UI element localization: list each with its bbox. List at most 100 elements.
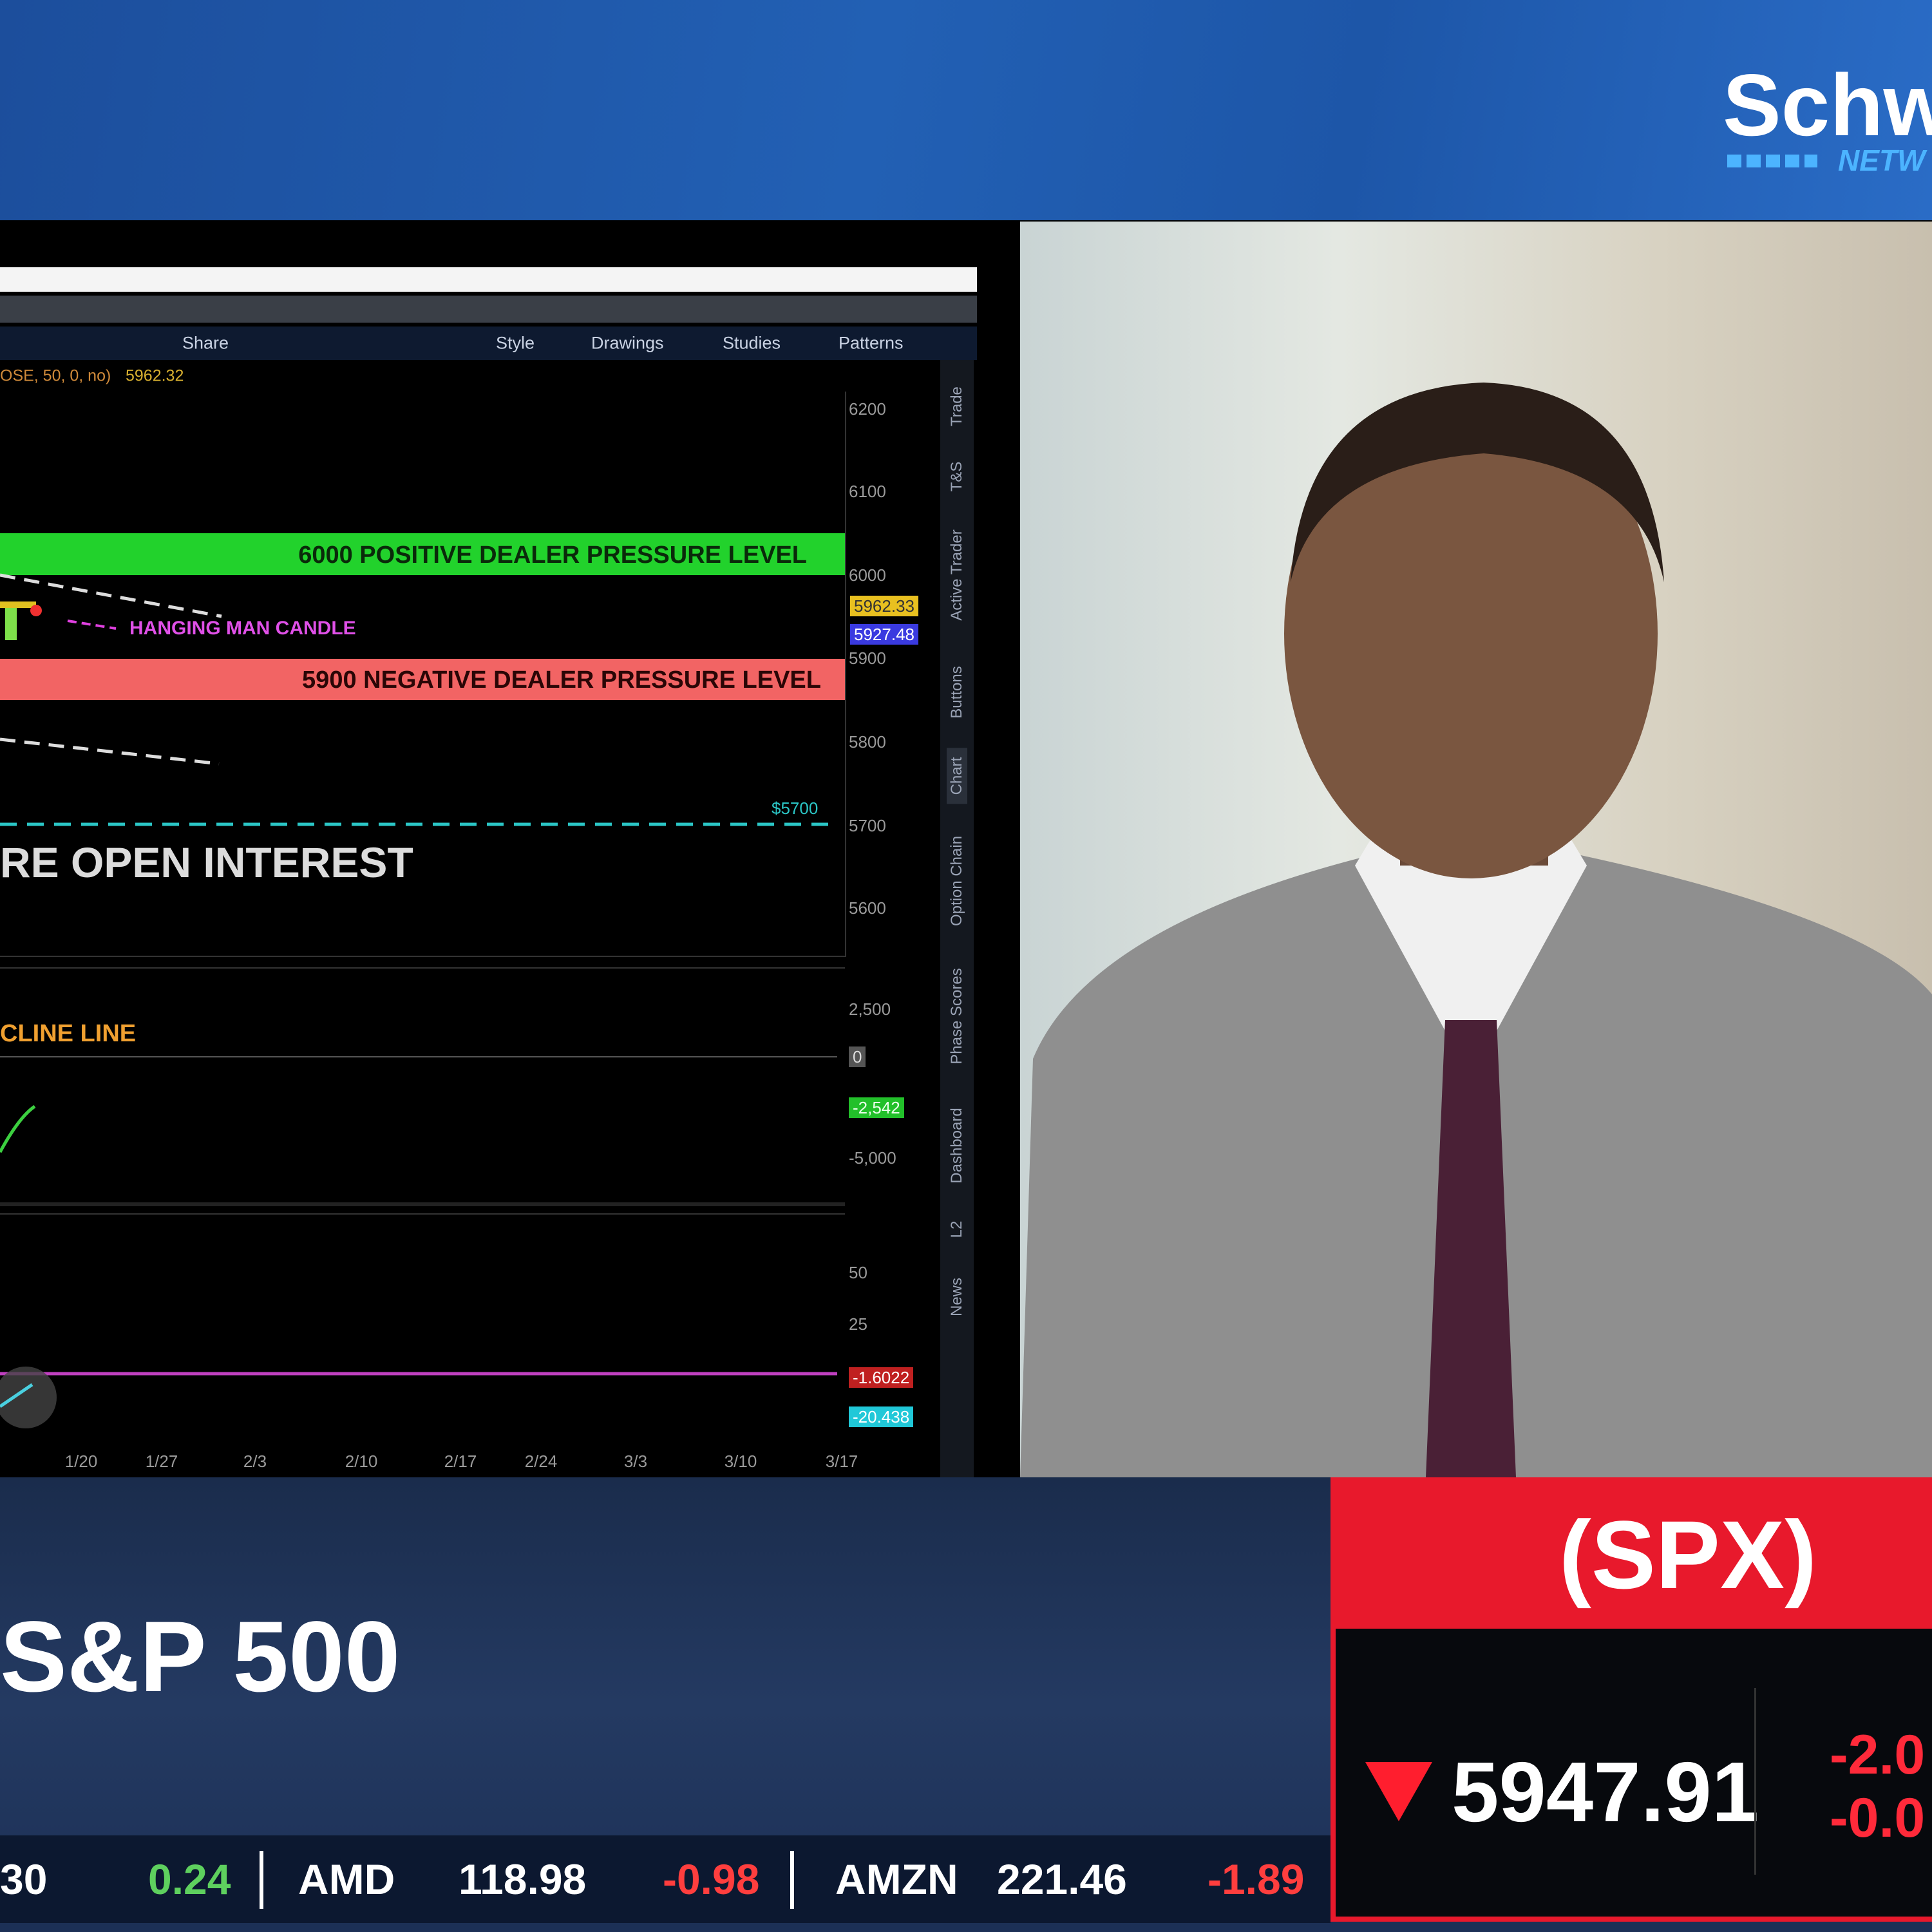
date-label: 2/17: [444, 1452, 477, 1471]
negative-level-label: 5900 NEGATIVE DEALER PRESSURE LEVEL: [302, 667, 821, 694]
panel-axis-tag: -20.438: [849, 1406, 914, 1427]
chart-drawings: [0, 573, 837, 1428]
side-tab[interactable]: News: [948, 1277, 965, 1317]
quote-box: (SPX) 5947.91 -2.0 -0.0: [1331, 1477, 1932, 1922]
date-label: 1/27: [145, 1452, 178, 1471]
indicator-panel: [0, 967, 845, 1206]
side-tab[interactable]: L2: [948, 1220, 965, 1238]
positive-level-band: [0, 533, 845, 575]
chart-area: [0, 392, 846, 957]
date-label: 1/20: [64, 1452, 98, 1471]
indicator-line: [0, 1383, 33, 1408]
level-tag: $5700: [772, 799, 819, 818]
indicator-panel: [0, 1213, 845, 1449]
head: [1284, 389, 1658, 878]
ticker-change: -0.98: [663, 1855, 760, 1903]
panel-axis-label: 2,500: [849, 999, 891, 1019]
ticker-value: 221.46: [997, 1855, 1127, 1903]
toolbar-button[interactable]: Style: [496, 333, 535, 353]
side-tab[interactable]: Chart: [947, 748, 967, 804]
toolbar-button[interactable]: Studies: [723, 333, 781, 353]
date-label: 2/24: [524, 1452, 558, 1471]
indicator-line: [0, 1104, 36, 1153]
date-label: 2/3: [243, 1452, 267, 1471]
quote-divider: [1754, 1688, 1756, 1875]
ticker-change: 0.24: [148, 1855, 231, 1903]
ticker-change: -1.89: [1208, 1855, 1305, 1903]
date-label: 3/17: [825, 1452, 858, 1471]
panel-axis-label: 50: [849, 1263, 867, 1282]
logo-sub: NETW: [1838, 144, 1926, 177]
price-axis-label: 6000: [849, 565, 886, 585]
quote-change-pct: -0.0: [1830, 1787, 1926, 1849]
trend-line: [0, 573, 222, 618]
lower-third: S&P 500 30 0.24 AMD 118.98 -0.98 AMZN 22…: [0, 1477, 1932, 1932]
toolbar-button[interactable]: Share: [182, 333, 229, 353]
tie: [1426, 1020, 1516, 1477]
side-tab[interactable]: Buttons: [948, 666, 965, 719]
panel-axis-tag: -2,542: [849, 1097, 904, 1118]
price-axis-label: 6100: [849, 482, 886, 501]
decline-line-label: CLINE LINE: [0, 1020, 137, 1047]
candle: [0, 601, 36, 608]
ticker-divider: [790, 1851, 794, 1909]
ticker-symbol: AMD: [298, 1855, 395, 1903]
trend-line: [0, 737, 220, 766]
price-axis-label: 5900: [849, 649, 886, 668]
study-label: OSE, 50, 0, no): [0, 366, 111, 385]
logo: Schw: [1723, 56, 1932, 154]
toolbar: Share Style Drawings Studies Patterns: [0, 327, 977, 360]
side-tab[interactable]: Trade: [948, 386, 965, 426]
side-tab[interactable]: Option Chain: [948, 835, 965, 927]
title-bar: [0, 267, 977, 292]
hanging-man-label: HANGING MAN CANDLE: [129, 618, 356, 639]
logo-bars: [1727, 155, 1817, 167]
negative-level-band: [0, 659, 845, 700]
candle-marker: [30, 605, 42, 616]
quote-symbol: (SPX): [1558, 1501, 1817, 1609]
toolbar-button[interactable]: Patterns: [838, 333, 904, 353]
date-label: 3/3: [623, 1452, 648, 1471]
shirt: [1355, 801, 1587, 1078]
side-tab[interactable]: Dashboard: [948, 1108, 965, 1184]
panel-axis-label: 25: [849, 1314, 867, 1334]
toolbar-button[interactable]: Drawings: [591, 333, 664, 353]
quote-body: 5947.91 -2.0 -0.0: [1336, 1629, 1932, 1917]
ticker-strip: 30 0.24 AMD 118.98 -0.98 AMZN 221.46 -1.…: [0, 1835, 1331, 1923]
top-banner: Schw NETW: [0, 0, 1932, 220]
price-axis-label: 5600: [849, 898, 886, 918]
price-tag: 5927.48: [850, 624, 918, 645]
ticker-value: 118.98: [459, 1855, 587, 1903]
price-axis-label: 6200: [849, 399, 886, 419]
ticker-symbol: AMZN: [835, 1855, 958, 1903]
nav-bar: [0, 296, 977, 323]
price-tag: 5962.33: [850, 596, 918, 616]
hair: [1291, 383, 1664, 582]
quote-change: -2.0: [1830, 1724, 1926, 1786]
ticker-divider: [260, 1851, 263, 1909]
candle: [5, 608, 17, 640]
study-value: 5962.32: [126, 366, 184, 385]
cursor-overlay: [0, 1367, 57, 1428]
date-label: 2/10: [345, 1452, 378, 1471]
date-label: 3/10: [724, 1452, 757, 1471]
panel-axis-label: -5,000: [849, 1148, 896, 1168]
side-tab[interactable]: T&S: [948, 461, 965, 492]
price-axis-label: 5700: [849, 816, 886, 835]
quote-price: 5947.91: [1452, 1745, 1759, 1839]
side-tab[interactable]: Phase Scores: [948, 968, 965, 1065]
down-arrow: [1365, 1762, 1432, 1821]
panel-axis-tag: -1.6022: [849, 1367, 914, 1388]
price-axis-label: 5800: [849, 732, 886, 752]
presenter: [1020, 383, 1932, 1477]
lower-third-title: S&P 500: [0, 1601, 401, 1713]
panel-axis-tag: 0: [849, 1046, 866, 1067]
side-tab-bar: [940, 360, 974, 1477]
side-tab[interactable]: Active Trader: [948, 529, 965, 621]
platform-window: Share Style Drawings Studies Patterns OS…: [0, 222, 1018, 1477]
open-interest-label: RE OPEN INTEREST: [0, 838, 413, 886]
video-feed: [1020, 222, 1932, 1477]
annotation-arrow: [67, 620, 117, 630]
positive-level-label: 6000 POSITIVE DEALER PRESSURE LEVEL: [298, 542, 807, 569]
